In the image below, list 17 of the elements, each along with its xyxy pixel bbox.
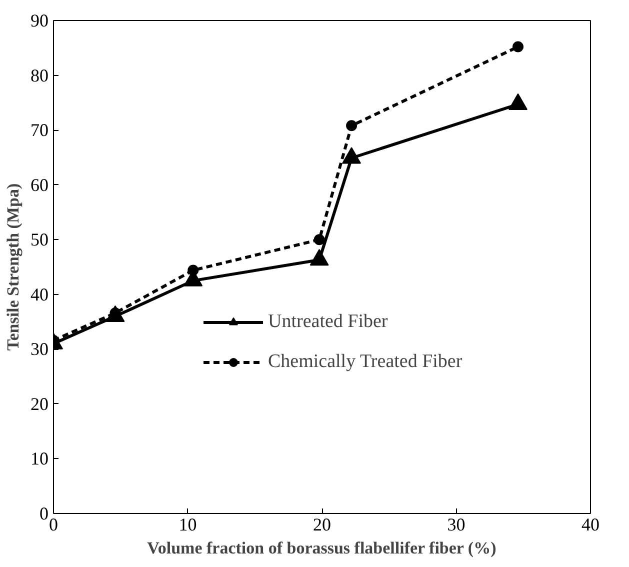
y-tick-label: 30 [30, 339, 48, 360]
x-tick-label: 20 [313, 514, 331, 534]
y-axis-title: Tensile Strength (Mpa) [4, 183, 22, 351]
y-tick-label: 50 [30, 230, 48, 250]
y-tick-label: 40 [30, 284, 48, 304]
y-tick-label: 20 [30, 394, 48, 414]
legend-label: Chemically Treated Fiber [268, 351, 462, 373]
x-tick-label: 30 [447, 514, 466, 534]
x-axis-title: Volume fraction of borassus flabellifer fiber (%) [147, 538, 496, 558]
y-tick-label: 10 [30, 448, 48, 469]
x-tick-label: 10 [178, 514, 197, 534]
y-tick-label: 60 [30, 174, 48, 195]
x-tick-label: 40 [582, 514, 600, 534]
y-tick-label: 90 [30, 10, 48, 30]
y-tick-label: 70 [30, 120, 48, 140]
legend-label: Untreated Fiber [268, 311, 388, 333]
y-tick-label: 80 [30, 65, 48, 86]
